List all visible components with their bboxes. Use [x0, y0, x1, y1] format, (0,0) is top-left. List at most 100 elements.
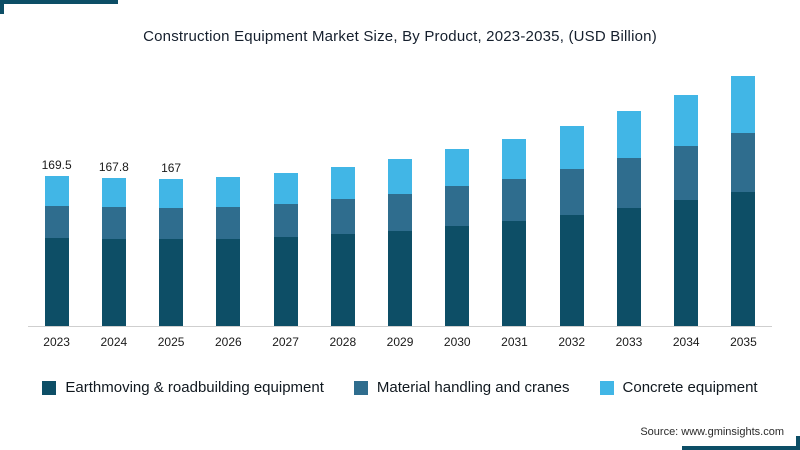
- bar-segment: [101, 177, 126, 207]
- bar-column-2030: [429, 131, 486, 326]
- bar-column-2032: [543, 108, 600, 326]
- legend-swatch-icon: [353, 380, 368, 395]
- bar-segment: [502, 138, 527, 179]
- stacked-bar: [502, 138, 527, 326]
- bar-segment: [273, 203, 298, 238]
- x-axis-tick-label: 2028: [329, 335, 357, 349]
- bar-column-2023: 169.5: [28, 158, 85, 326]
- x-axis-tick-label: 2033: [615, 335, 643, 349]
- x-axis: 2023 2024 2025 2026 2027 2028 2029 2030 2031 2032…: [28, 327, 772, 349]
- stacked-bar: [101, 177, 126, 326]
- stacked-bar: [559, 125, 584, 326]
- bar-segment: [674, 94, 699, 146]
- bar-segment: [616, 158, 641, 208]
- bar-segment: [445, 186, 470, 227]
- legend-item: Concrete equipment: [599, 379, 758, 396]
- bar-value-label: 167.8: [98, 159, 129, 174]
- stacked-bar: [159, 178, 184, 326]
- bar-column-2024: 167.8: [85, 160, 142, 326]
- stacked-bar: [674, 94, 699, 326]
- bar-segment: [330, 199, 355, 235]
- bar-column-2026: [200, 159, 257, 326]
- source-text: Source: www.gminsights.com: [640, 426, 784, 438]
- bar-segment: [44, 237, 69, 326]
- x-axis-tick-label: 2032: [558, 335, 586, 349]
- bar-segment: [674, 145, 699, 200]
- corner-accent-bottom-right-vertical: [796, 436, 800, 450]
- x-axis-tick-label: 2025: [157, 335, 185, 349]
- bar-segment: [159, 178, 184, 208]
- bar-segment: [159, 239, 184, 326]
- bar-segment: [273, 173, 298, 204]
- stacked-bar: [216, 177, 241, 326]
- legend-item: Material handling and cranes: [353, 379, 570, 396]
- x-axis-tick-label: 2027: [272, 335, 299, 349]
- x-axis-tick-label: 2023: [43, 335, 70, 349]
- bar-segment: [674, 199, 699, 326]
- corner-accent-top-left-horizontal: [0, 0, 118, 4]
- bar-segment: [616, 111, 641, 159]
- stacked-bar: [44, 176, 69, 326]
- bar-segment: [216, 177, 241, 207]
- bar-column-2029: [371, 141, 428, 326]
- x-axis-tick-label: 2031: [501, 335, 528, 349]
- stacked-bar: [445, 149, 470, 326]
- bar-column-2031: [486, 121, 543, 326]
- bar-segment: [502, 220, 527, 326]
- bar-segment: [445, 149, 470, 187]
- bar-segment: [216, 206, 241, 239]
- stacked-bar: [388, 159, 413, 326]
- bar-segment: [159, 207, 184, 240]
- bar-column-2025: 167: [142, 161, 199, 326]
- bar-segment: [44, 176, 69, 206]
- bar-segment: [559, 125, 584, 169]
- bar-value-label: 167: [161, 160, 182, 175]
- stacked-bar: [273, 173, 298, 326]
- stacked-bar: [731, 76, 756, 326]
- x-axis-tick-label: 2030: [443, 335, 471, 349]
- bar-segment: [330, 234, 355, 326]
- legend-label: Material handling and cranes: [376, 379, 570, 396]
- x-axis-tick-label: 2026: [214, 335, 242, 349]
- x-axis-tick-label: 2024: [100, 335, 128, 349]
- bar-segment: [731, 76, 756, 133]
- legend-label: Earthmoving & roadbuilding equipment: [65, 379, 324, 396]
- bar-segment: [502, 178, 527, 221]
- bar-segment: [731, 191, 756, 326]
- legend-label: Concrete equipment: [622, 379, 758, 396]
- bar-segment: [559, 168, 584, 215]
- corner-accent-bottom-right-horizontal: [682, 446, 800, 450]
- bar-segment: [216, 239, 241, 326]
- bar-column-2034: [658, 77, 715, 326]
- bar-segment: [388, 193, 413, 231]
- bar-segment: [388, 159, 413, 194]
- x-axis-tick-label: 2029: [386, 335, 414, 349]
- bar-column-2035: [715, 58, 772, 326]
- chart-title: Construction Equipment Market Size, By P…: [143, 28, 657, 45]
- bar-segment: [330, 167, 355, 200]
- legend-swatch-icon: [42, 380, 57, 395]
- bar-segment: [273, 237, 298, 326]
- bar-segment: [616, 207, 641, 326]
- bar-segment: [731, 132, 756, 192]
- x-axis-tick-label: 2035: [730, 335, 757, 349]
- bar-column-2033: [600, 93, 657, 326]
- corner-accent-top-left-vertical: [0, 0, 4, 14]
- stacked-bar: [330, 167, 355, 326]
- bar-value-label: 169.5: [41, 158, 72, 173]
- bar-segment: [388, 230, 413, 326]
- bar-segment: [101, 206, 126, 239]
- chart-legend: Earthmoving & roadbuilding equipment Mate…: [0, 379, 800, 396]
- bar-segment: [101, 238, 126, 326]
- x-axis-tick-label: 2034: [672, 335, 700, 349]
- bar-column-2027: [257, 155, 314, 326]
- legend-swatch-icon: [599, 380, 614, 395]
- bar-chart-plot-area: 169.5 167.8 167: [28, 61, 772, 327]
- bar-column-2028: [314, 149, 371, 326]
- legend-item: Earthmoving & roadbuilding equipment: [42, 379, 324, 396]
- stacked-bar: [616, 111, 641, 326]
- bar-segment: [559, 214, 584, 326]
- bar-segment: [44, 205, 69, 238]
- bar-segment: [445, 226, 470, 326]
